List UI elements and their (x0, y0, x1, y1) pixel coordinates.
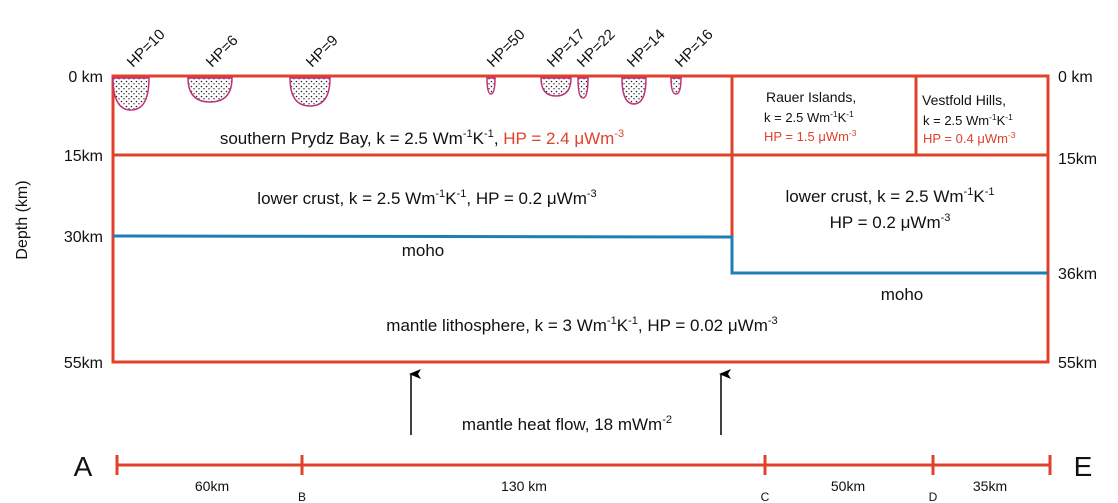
pluton-label: HP=6 (203, 32, 242, 71)
pluton (486, 77, 496, 95)
heat-flow-label: mantle heat flow, 18 mWm-2 (462, 414, 672, 434)
superscript: -1 (830, 109, 838, 119)
text-part: k = 2.5 Wm (923, 113, 989, 128)
region-label: HP = 0.4 μWm-3 (923, 130, 1016, 146)
region-label: HP = 0.2 μWm-3 (830, 212, 951, 232)
pluton (289, 77, 331, 107)
pluton-label: HP=50 (484, 26, 529, 71)
region-name: Vestfold Hills, (922, 92, 1006, 108)
superscript: -3 (614, 128, 624, 140)
superscript: -1 (463, 128, 473, 140)
region-label: southern Prydz Bay, k = 2.5 Wm-1K-1, HP … (220, 128, 624, 148)
segment-length: 35km (973, 478, 1007, 494)
region-label: HP = 1.5 μWm-3 (764, 128, 857, 144)
superscript: -3 (849, 128, 857, 138)
heat-flow-arrows (409, 369, 731, 435)
depth-label: 15km (1058, 151, 1097, 168)
text-part: southern Prydz Bay, k = 2.5 Wm (220, 129, 463, 148)
superscript: -2 (662, 414, 672, 426)
pluton-label: HP=14 (624, 26, 669, 71)
region-label: k = 2.5 Wm-1K-1 (923, 112, 1013, 128)
depth-label: 0 km (1058, 69, 1093, 86)
text-part: K (973, 187, 985, 206)
region-label: lower crust, k = 2.5 Wm-1K-1 (785, 186, 994, 206)
depth-label: 15km (64, 148, 103, 165)
region-label: lower crust, k = 2.5 Wm-1K-1, HP = 0.2 μ… (257, 188, 596, 208)
pluton (621, 77, 647, 105)
pluton-label: HP=9 (303, 32, 342, 71)
depth-label: 30km (64, 229, 103, 246)
region-label: mantle lithosphere, k = 3 Wm-1K-1, HP = … (386, 315, 777, 335)
segment-length: 130 km (501, 478, 547, 494)
profile-end: E (1074, 451, 1093, 482)
text-part: mantle heat flow, 18 mWm (462, 415, 662, 434)
superscript: -3 (587, 188, 597, 200)
text-part: K (997, 113, 1006, 128)
superscript: -1 (1005, 112, 1013, 122)
text-part: lower crust, k = 2.5 Wm (257, 189, 435, 208)
model-frame (111, 74, 1050, 364)
text-part: HP = 2.4 μWm (503, 129, 614, 148)
superscript: -3 (768, 315, 778, 327)
segment-length: 60km (195, 478, 229, 494)
superscript: -1 (484, 128, 494, 140)
text-part: k = 2.5 Wm (764, 110, 830, 125)
text-part: K (617, 316, 629, 335)
text-part: mantle lithosphere, k = 3 Wm (386, 316, 607, 335)
superscript: -1 (435, 188, 445, 200)
text-part: K (473, 129, 485, 148)
superscript: -1 (964, 186, 974, 198)
text-part: HP = 0.4 μWm (923, 131, 1008, 146)
superscript: -1 (628, 315, 638, 327)
pluton (540, 77, 572, 97)
pluton (577, 77, 589, 99)
superscript: -1 (989, 112, 997, 122)
profile-point: C (761, 490, 770, 503)
text-part: , HP = 0.2 μWm (466, 189, 587, 208)
profile-end: A (74, 451, 93, 482)
text-part: HP = 1.5 μWm (764, 129, 849, 144)
profile-point: D (929, 490, 938, 503)
profile-line (115, 455, 1052, 475)
depth-label: 36km (1058, 266, 1097, 283)
text-part: , HP = 0.02 μWm (638, 316, 768, 335)
moho-label: moho (881, 285, 924, 304)
pluton (187, 77, 233, 103)
text-part: , (494, 129, 503, 148)
superscript: -1 (457, 188, 467, 200)
superscript: -3 (1008, 130, 1016, 140)
segment-length: 50km (831, 478, 865, 494)
superscript: -3 (941, 212, 951, 224)
depth-label: 0 km (68, 69, 103, 86)
region-label: k = 2.5 Wm-1K-1 (764, 109, 854, 125)
axis-title: Depth (km) (14, 180, 31, 259)
superscript: -1 (985, 186, 995, 198)
moho-label: moho (402, 241, 445, 260)
pluton-label: HP=16 (672, 26, 717, 71)
depth-label: 55km (1058, 355, 1097, 372)
pluton (670, 77, 682, 95)
moho-line (112, 234, 1048, 275)
text-part: K (445, 189, 457, 208)
text-part: lower crust, k = 2.5 Wm (785, 187, 963, 206)
profile-point: B (298, 490, 306, 503)
pluton-label: HP=10 (124, 26, 169, 71)
pluton (112, 77, 150, 111)
superscript: -1 (846, 109, 854, 119)
depth-label: 55km (64, 355, 103, 372)
region-name: Rauer Islands, (766, 89, 856, 105)
text-part: HP = 0.2 μWm (830, 213, 941, 232)
superscript: -1 (607, 315, 617, 327)
text-part: K (838, 110, 847, 125)
